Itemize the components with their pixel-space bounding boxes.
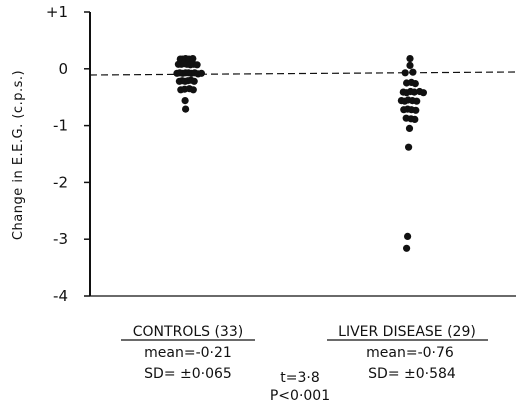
- controls-data-point: [193, 61, 201, 69]
- y-tick-label: -1: [53, 117, 68, 135]
- y-tick-label: 0: [58, 60, 68, 78]
- controls-group-label: CONTROLS (33): [133, 324, 243, 340]
- liver-disease-data-point: [409, 68, 417, 76]
- p-value-text: P<0·001: [270, 388, 330, 404]
- y-tick-label: +1: [46, 3, 68, 21]
- liver-disease-data-point: [401, 69, 409, 77]
- controls-sd-text: SD= ±0·065: [144, 366, 232, 382]
- liver-disease-data-point: [412, 106, 420, 114]
- liver-disease-data-point: [403, 244, 411, 252]
- liver-disease-sd-text: SD= ±0·584: [368, 366, 456, 382]
- y-tick-label: -4: [53, 287, 68, 305]
- y-tick-label: -3: [53, 230, 68, 248]
- liver-disease-mean-text: mean=-0·76: [366, 345, 454, 361]
- liver-disease-data-point: [406, 55, 414, 63]
- liver-disease-data-point: [411, 80, 419, 88]
- controls-data-point: [190, 77, 198, 85]
- liver-disease-data-point: [405, 143, 413, 151]
- data-points: [173, 55, 427, 252]
- liver-disease-data-point: [406, 61, 414, 69]
- t-statistic-text: t=3·8: [280, 370, 319, 386]
- controls-data-point: [182, 105, 190, 113]
- liver-disease-group-label: LIVER DISEASE (29): [338, 324, 476, 340]
- liver-disease-data-point: [405, 124, 414, 132]
- y-tick-label: -2: [53, 173, 68, 191]
- liver-disease-data-point: [404, 232, 412, 240]
- liver-disease-data-point: [413, 97, 421, 105]
- controls-data-point: [181, 97, 189, 105]
- zero-reference-line: [89, 71, 517, 76]
- liver-disease-data-point: [410, 88, 418, 96]
- axes: [89, 12, 517, 297]
- controls-mean-text: mean=-0·21: [144, 345, 232, 361]
- y-ticks: +1 0 -1 -2 -3 -4: [46, 3, 90, 305]
- controls-data-point: [189, 55, 197, 63]
- controls-data-point: [197, 69, 205, 77]
- liver-disease-data-point: [419, 89, 427, 97]
- liver-disease-data-point: [411, 115, 419, 123]
- controls-data-point: [189, 86, 197, 94]
- y-axis-label: Change in E.E.G. (c.p.s.): [11, 70, 26, 240]
